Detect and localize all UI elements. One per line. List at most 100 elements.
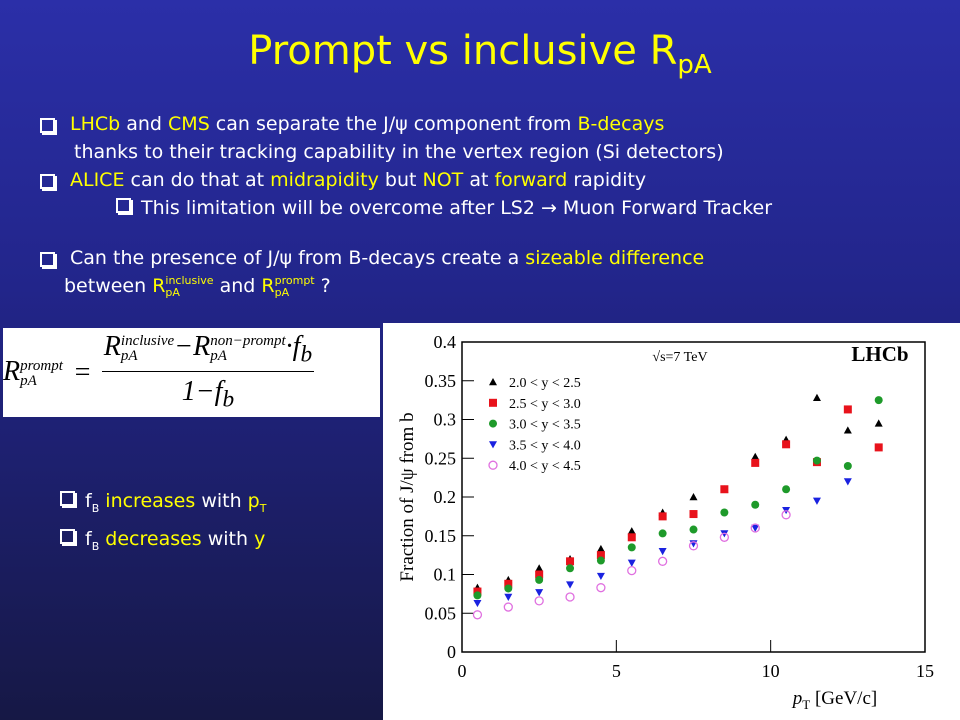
legend-label: 2.5 < y < 3.0 [509,397,581,412]
text-run: 1− [182,376,215,407]
text-run: with [195,490,247,512]
bullet-line: Can the presence of J/ψ from B-decays cr… [40,244,772,272]
text: R [261,275,275,297]
marker [566,581,575,589]
marker [688,541,699,551]
marker [504,584,513,593]
text: thanks to their tracking capability in t… [74,141,724,163]
text: can separate the J/ψ component from [209,113,578,135]
marker [627,543,636,552]
script-stack: non−prompt pA [210,333,285,364]
legend-label: 2.0 < y < 2.5 [509,376,581,391]
y-tick-label: 0.3 [434,410,457,430]
equals: = [72,356,92,388]
text-run: Can the presence of J/ψ from B-decays cr… [70,247,525,269]
x-axis-label-sub: T [802,697,810,712]
bullet-box [60,491,75,506]
marker [472,610,483,620]
text: at [463,169,495,191]
text: B-decays [577,113,665,135]
text-run: − [174,331,193,362]
marker [534,596,544,606]
text: f [214,376,223,407]
marker [504,579,513,588]
marker [689,525,698,534]
text-run: but [379,169,423,191]
marker [843,462,852,470]
subscript: B [91,501,100,515]
y-tick-label: 0 [447,642,456,662]
subscript: b [222,386,235,413]
text: increases [99,490,196,512]
text-run: midrapidity [270,169,379,191]
legend-marker [489,441,497,449]
marker [596,572,605,581]
text-run: can separate the J/ψ component from [210,113,578,135]
text: with [201,527,255,550]
text: between [64,275,153,297]
script-stack: prompt pA [20,358,63,389]
text-run: fB [85,490,100,515]
marker [782,485,791,494]
text: Can the presence of J/ψ from B-decays cr… [70,247,526,269]
marker [751,452,760,460]
marker [874,396,883,405]
marker [596,556,605,565]
subscript: pA [20,372,37,389]
subscript: b [300,342,313,368]
legend-label: 3.5 < y < 4.0 [509,438,581,453]
marker [812,456,821,465]
marker [812,393,821,401]
marker [504,593,513,601]
text: This limitation will be overcome after L… [141,197,773,219]
marker [596,551,605,560]
title-text: Prompt vs inclusive R [248,28,678,74]
text: 1− [181,376,215,407]
text-run: with [202,528,254,550]
y-tick-label: 0.35 [425,371,457,391]
text-run: B-decays [577,113,664,135]
text-run: rapidity [567,169,646,191]
marker [566,557,575,566]
y-tick-label: 0.2 [434,487,457,507]
marker [689,510,698,519]
text-run: thanks to their tracking capability in t… [74,141,724,163]
text-run: fb [293,331,312,368]
text: R [103,331,121,363]
legend-marker [489,419,497,428]
marker [843,478,852,486]
y-tick-label: 0.1 [434,565,457,585]
bullet-line: This limitation will be overcome after L… [116,194,772,222]
text: midrapidity [270,169,379,191]
text-run: This limitation will be overcome after L… [141,197,772,219]
bullet-box [40,174,55,189]
text-run: · [286,331,293,362]
subscript: pA [210,347,227,364]
marker [596,544,605,553]
bullet-box [40,118,55,133]
bullet-list: LHCb and CMS can separate the J/ψ compon… [38,110,772,300]
text: can do that at [124,169,271,191]
x-axis-label: pT [GeV/c] [791,688,877,712]
marker [503,602,513,612]
superscript: inclusive [120,332,175,349]
x-tick-label: 5 [612,661,621,681]
x-tick-label: 0 [458,661,467,681]
text-run: decreases [99,528,201,550]
marker [535,575,544,584]
marker [812,497,821,505]
chart: 0 0.05 0.1 0.15 0.2 0.25 0.3 0.35 0.4 0 5 10 15 Fract… [383,323,960,720]
marker [566,564,575,573]
y-tick-label: 0.05 [425,603,457,623]
text: decreases [99,527,202,550]
text-run: can do that at [124,169,270,191]
marker [627,533,636,542]
marker [627,565,637,576]
text-run: at [463,169,494,191]
